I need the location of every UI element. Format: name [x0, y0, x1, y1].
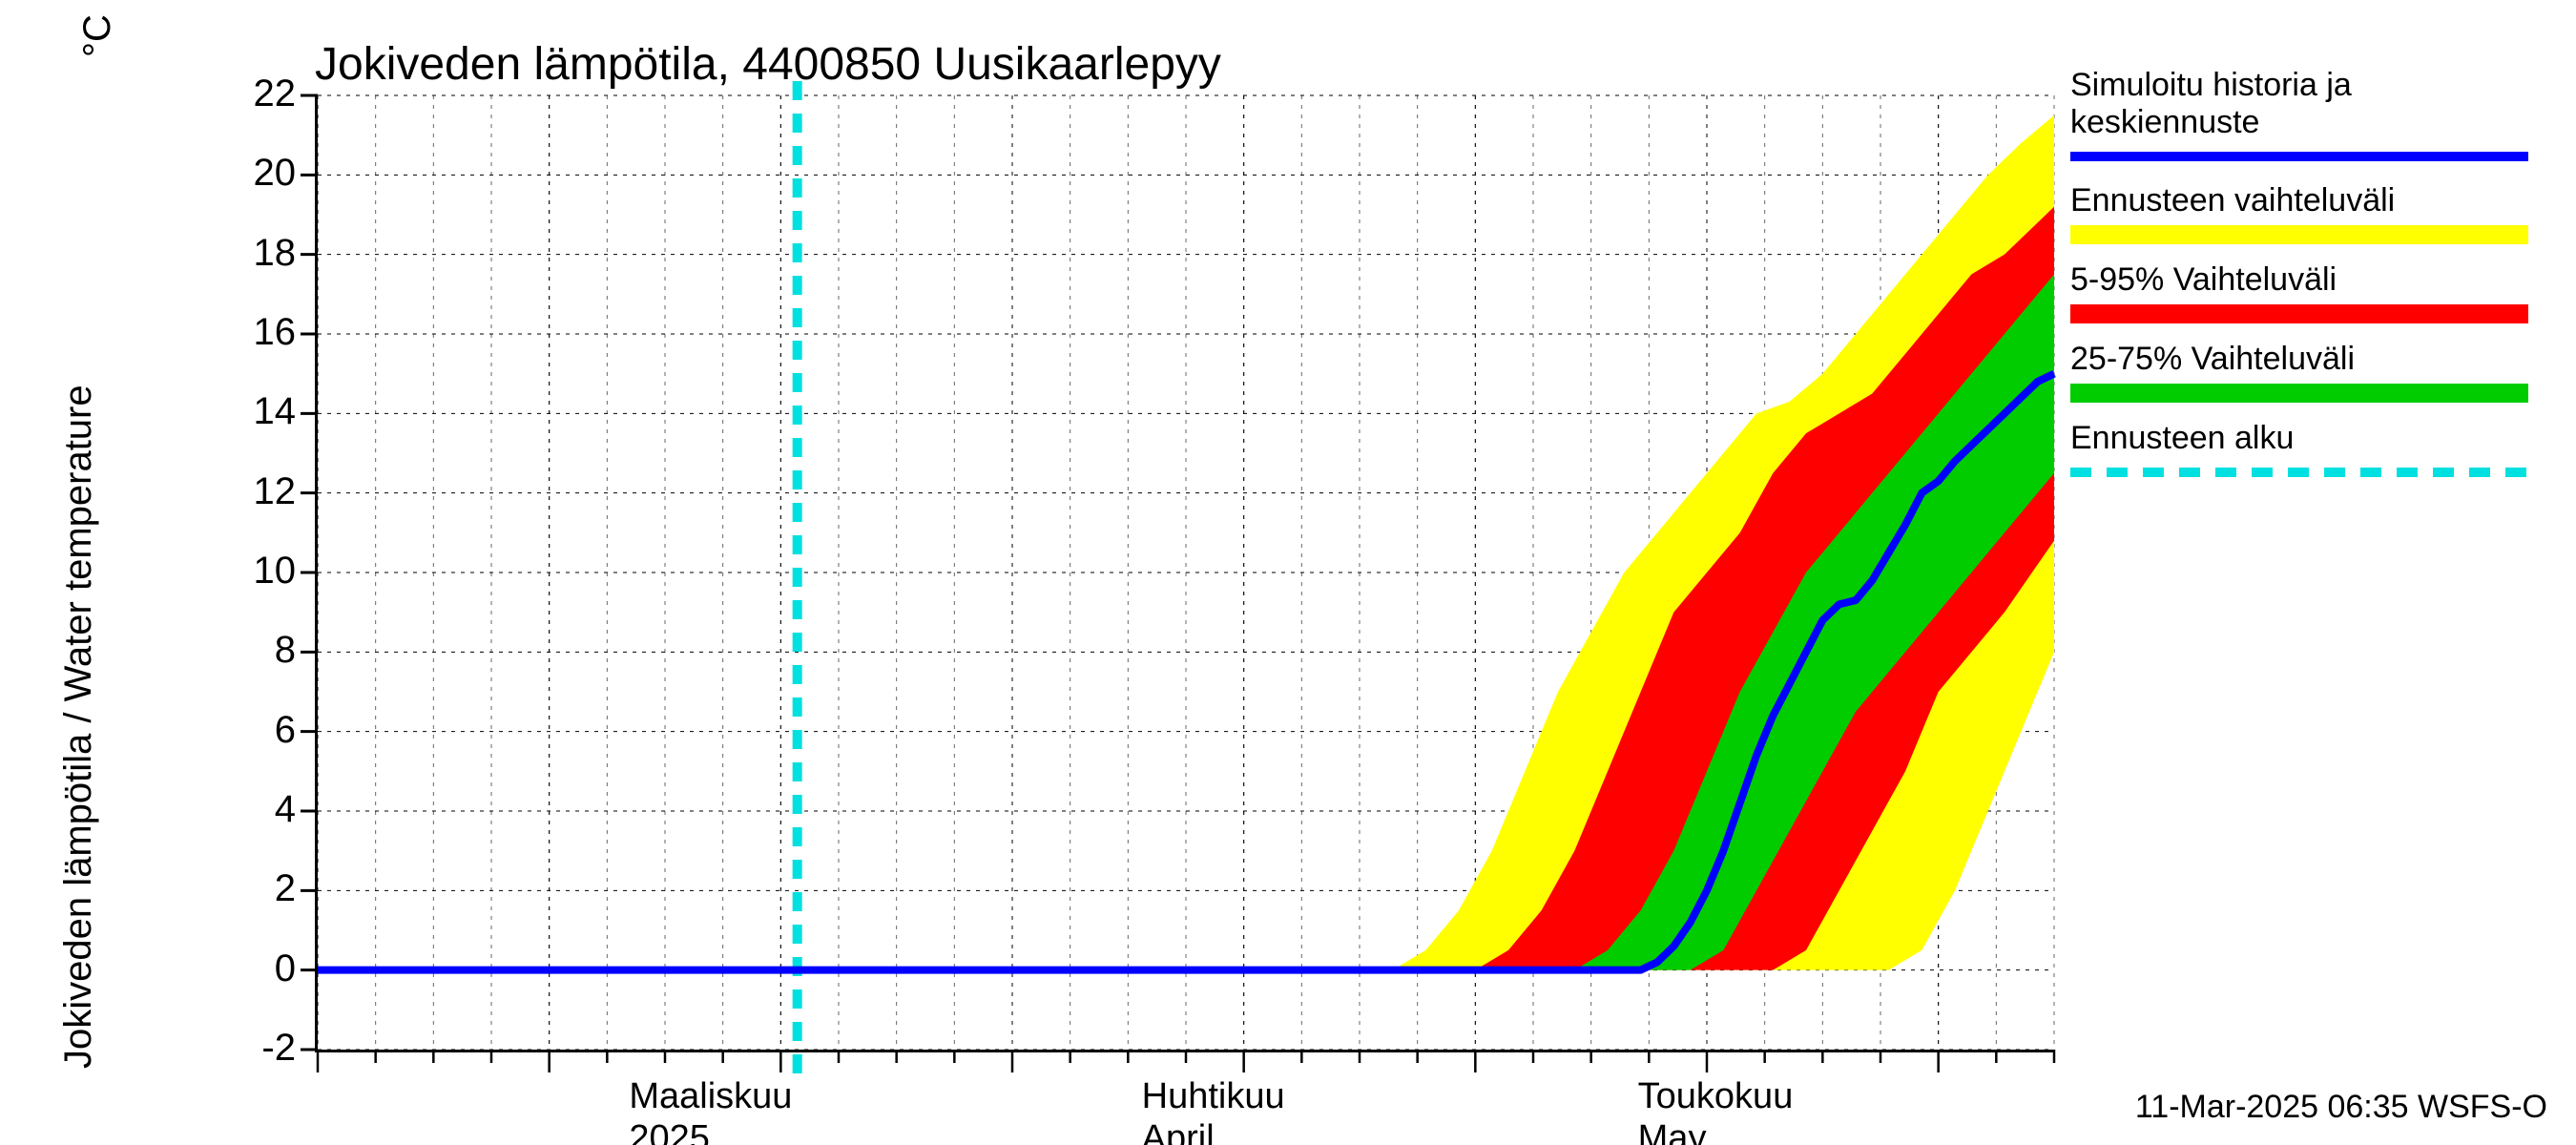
legend-label: Ennusteen vaihteluväli	[2070, 182, 2547, 219]
x-tick-label-sub: May	[1638, 1118, 1707, 1145]
footer-timestamp: 11-Mar-2025 06:35 WSFS-O	[2135, 1089, 2547, 1126]
legend-label: 5-95% Vaihteluväli	[2070, 261, 2547, 299]
legend-item: 25-75% Vaihteluväli	[2070, 341, 2547, 416]
legend-label: 25-75% Vaihteluväli	[2070, 341, 2547, 378]
legend-label: keskiennuste	[2070, 104, 2547, 141]
x-tick-label-sub: April	[1142, 1118, 1215, 1145]
legend: Simuloitu historia jakeskiennuste Ennuste…	[2070, 67, 2547, 498]
y-tick-label: 10	[200, 550, 296, 593]
legend-item: 5-95% Vaihteluväli	[2070, 261, 2547, 337]
y-axis-unit: °C	[76, 14, 119, 57]
y-tick-label: -2	[200, 1027, 296, 1070]
y-tick-label: 22	[200, 73, 296, 115]
y-tick-label: 18	[200, 232, 296, 275]
chart-title: Jokiveden lämpötila, 4400850 Uusikaarlep…	[315, 38, 1221, 91]
y-tick-label: 16	[200, 311, 296, 354]
x-tick-label-sub: 2025	[629, 1118, 710, 1145]
y-tick-label: 8	[200, 629, 296, 672]
legend-item: Ennusteen vaihteluväli	[2070, 182, 2547, 258]
y-tick-label: 14	[200, 390, 296, 433]
x-tick-label: Toukokuu	[1638, 1076, 1794, 1117]
legend-label: Simuloitu historia ja	[2070, 67, 2547, 104]
legend-swatch	[2070, 468, 2528, 477]
y-tick-label: 12	[200, 470, 296, 513]
y-tick-label: 6	[200, 709, 296, 752]
legend-item: Simuloitu historia jakeskiennuste	[2070, 67, 2547, 178]
legend-swatch	[2070, 384, 2528, 403]
plot-area	[315, 95, 2054, 1052]
legend-label: Ennusteen alku	[2070, 420, 2547, 457]
y-axis-label: Jokiveden lämpötila / Water temperature	[57, 385, 100, 1069]
legend-swatch	[2070, 152, 2528, 161]
chart-container: °C Jokiveden lämpötila / Water temperatu…	[0, 0, 2576, 1145]
legend-swatch	[2070, 225, 2528, 244]
legend-item: Ennusteen alku	[2070, 420, 2547, 494]
x-tick-label: Huhtikuu	[1142, 1076, 1285, 1117]
y-tick-label: 2	[200, 867, 296, 910]
y-tick-label: 20	[200, 152, 296, 195]
y-tick-label: 4	[200, 788, 296, 831]
y-tick-label: 0	[200, 947, 296, 990]
x-tick-label: Maaliskuu	[629, 1076, 792, 1117]
legend-swatch	[2070, 304, 2528, 323]
